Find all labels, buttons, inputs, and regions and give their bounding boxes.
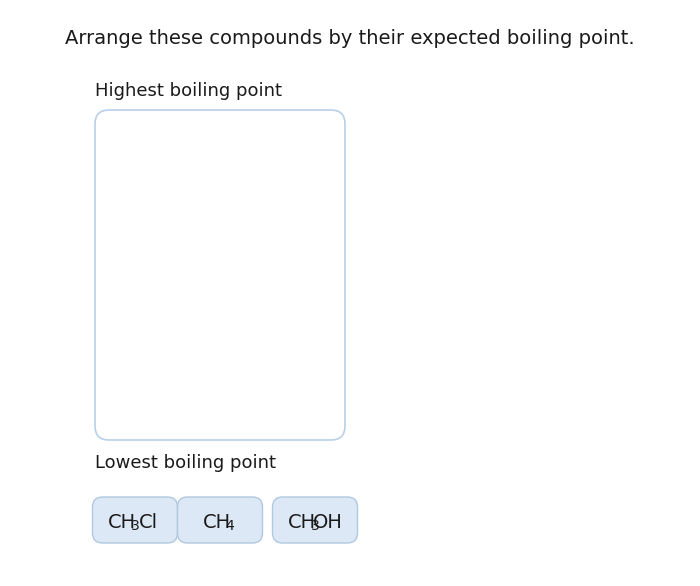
Text: Lowest boiling point: Lowest boiling point	[95, 454, 276, 472]
FancyBboxPatch shape	[178, 497, 262, 543]
Text: Arrange these compounds by their expected boiling point.: Arrange these compounds by their expecte…	[65, 29, 635, 47]
Text: 3: 3	[131, 519, 139, 533]
Text: Cl: Cl	[139, 513, 158, 532]
FancyBboxPatch shape	[92, 497, 178, 543]
Text: 4: 4	[225, 519, 234, 533]
Text: CH: CH	[288, 513, 316, 532]
Text: OH: OH	[313, 513, 343, 532]
Text: CH: CH	[202, 513, 230, 532]
FancyBboxPatch shape	[272, 497, 358, 543]
Text: 3: 3	[311, 519, 319, 533]
Text: CH: CH	[108, 513, 136, 532]
FancyBboxPatch shape	[95, 110, 345, 440]
Text: Highest boiling point: Highest boiling point	[95, 82, 282, 100]
